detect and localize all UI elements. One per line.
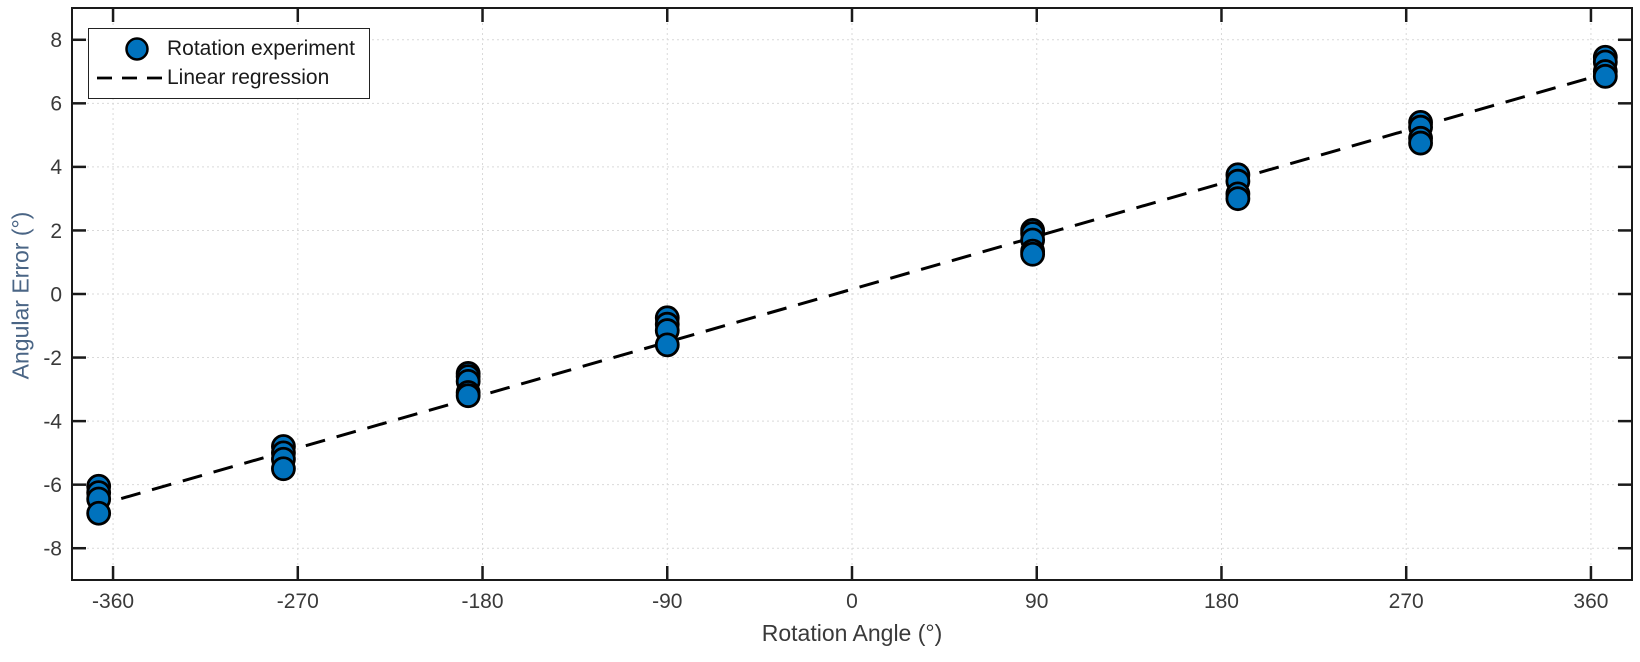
y-tick-label: -6 [43, 474, 62, 497]
scatter-point [86, 500, 112, 526]
regression-line [90, 70, 1610, 509]
scatter-point [1408, 130, 1433, 156]
legend-item-linear-regression[interactable]: Linear regression [95, 63, 355, 92]
y-tick-label: -4 [43, 410, 62, 433]
scatter-point [1020, 241, 1046, 267]
y-axis-label: Angular Error (°) [7, 211, 34, 380]
scatter-point [1592, 63, 1618, 89]
x-tick-label: -360 [92, 590, 134, 613]
x-tick-label: -90 [652, 590, 682, 613]
legend-dashed-line-icon [97, 76, 163, 79]
x-tick-label: 90 [1025, 590, 1048, 613]
scatter-point [271, 456, 296, 482]
legend-label-rotation-experiment: Rotation experiment [167, 36, 355, 60]
legend[interactable]: Rotation experiment Linear regression [88, 28, 370, 99]
legend-item-rotation-experiment[interactable]: Rotation experiment [95, 34, 355, 63]
scatter-point [654, 332, 680, 358]
legend-marker-circle [125, 36, 149, 61]
grid [72, 8, 1632, 580]
legend-scatter-marker-icon [125, 36, 149, 61]
y-tick-label: -2 [43, 347, 62, 370]
x-tick-label: -180 [462, 590, 504, 613]
x-tick-label: 270 [1389, 590, 1424, 613]
y-tick-label: 0 [50, 283, 62, 306]
y-tick-label: 8 [50, 29, 62, 52]
x-axis-label: Rotation Angle (°) [761, 620, 943, 646]
legend-label-linear-regression: Linear regression [167, 65, 330, 89]
x-tick-label: 180 [1204, 590, 1239, 613]
scatter-point [455, 383, 481, 409]
y-tick-label: -8 [43, 538, 62, 561]
y-tick-label: 4 [50, 156, 62, 179]
scatter-series [86, 44, 1618, 526]
y-tick-label: 2 [50, 220, 62, 243]
tick-labels: -360 -270 -180 -90 0 90 180 270 360 -8 -6 -4 -2 0 2 4 6 8 [43, 29, 1608, 613]
scatter-point [1225, 186, 1251, 212]
x-tick-label: 0 [846, 590, 858, 613]
x-tick-label: 360 [1573, 590, 1608, 613]
ticks [72, 8, 1632, 580]
y-tick-label: 6 [50, 93, 62, 116]
x-tick-label: -270 [277, 590, 319, 613]
